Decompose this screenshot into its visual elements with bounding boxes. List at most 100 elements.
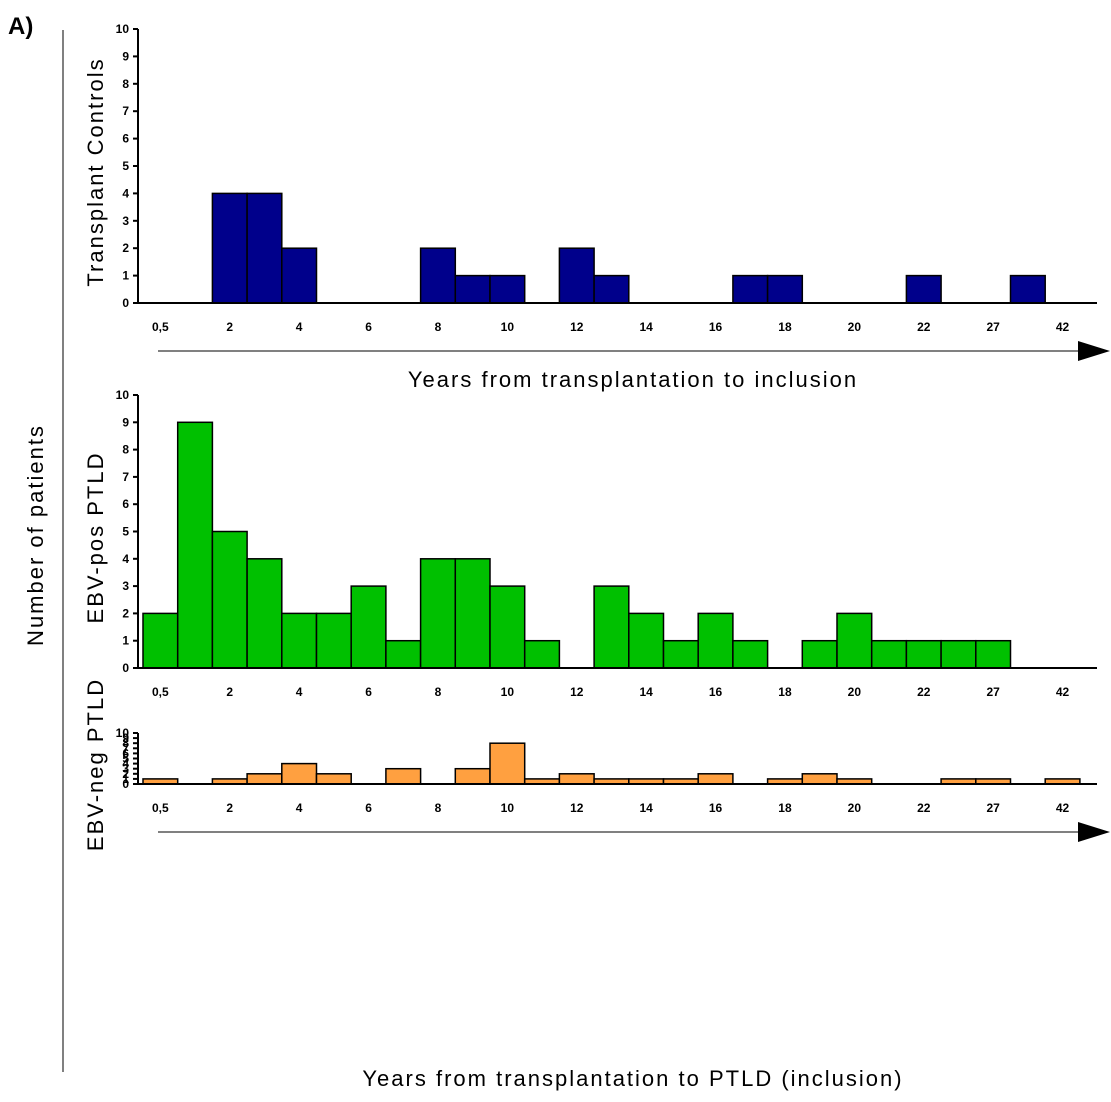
- x-tick-label-ebv-neg-ptld: 42: [1056, 801, 1070, 815]
- x-tick-label-transplant-controls: 42: [1056, 320, 1070, 334]
- bar-ebv-neg-ptld: [558, 773, 595, 785]
- bar-ebv-neg-ptld: [454, 767, 491, 785]
- bar-ebv-neg-ptld: [281, 762, 318, 785]
- bar-transplant-controls: [281, 247, 318, 304]
- x-tick-label-transplant-controls: 8: [435, 320, 442, 334]
- bar-ebv-pos-ptld: [975, 639, 1012, 669]
- bar-ebv-pos-ptld: [836, 612, 873, 669]
- bar-ebv-neg-ptld: [801, 773, 838, 785]
- bar-ebv-pos-ptld: [315, 612, 352, 669]
- bar-transplant-controls: [246, 192, 283, 304]
- y-tick-label-ebv-pos-ptld: 5: [122, 525, 129, 539]
- y-tick-label-transplant-controls: 4: [122, 186, 129, 200]
- y-tick-label-ebv-neg-ptld: 3: [122, 762, 129, 776]
- y-tick-label-ebv-neg-ptld: 4: [122, 757, 129, 771]
- x-tick-label-transplant-controls: 20: [848, 320, 862, 334]
- bar-ebv-pos-ptld: [801, 639, 838, 669]
- bar-transplant-controls: [454, 274, 491, 304]
- x-tick-label-transplant-controls: 16: [709, 320, 723, 334]
- bar-ebv-neg-ptld: [246, 773, 283, 785]
- bar-ebv-pos-ptld: [246, 558, 283, 669]
- x-tick-label-ebv-pos-ptld: 0,5: [152, 685, 169, 699]
- bar-ebv-pos-ptld: [176, 421, 214, 669]
- x-tick-label-ebv-neg-ptld: 6: [365, 801, 372, 815]
- x-tick-label-ebv-neg-ptld: 22: [917, 801, 931, 815]
- x-tick-label-ebv-pos-ptld: 4: [296, 685, 303, 699]
- y-tick-label-transplant-controls: 2: [122, 241, 129, 255]
- x-tick-label-ebv-neg-ptld: 12: [570, 801, 584, 815]
- bar-transplant-controls: [211, 192, 248, 304]
- x-tick-label-ebv-neg-ptld: 18: [778, 801, 792, 815]
- y-tick-label-ebv-neg-ptld: 9: [122, 731, 129, 745]
- xlabel-transplant-controls: Years from transplantation to inclusion: [408, 367, 858, 392]
- ylabel-transplant-controls: Transplant Controls: [83, 57, 108, 286]
- x-tick-label-transplant-controls: 14: [639, 320, 653, 334]
- bar-ebv-pos-ptld: [142, 612, 179, 669]
- x-tick-label-transplant-controls: 12: [570, 320, 584, 334]
- bar-transplant-controls: [1009, 274, 1046, 304]
- y-tick-label-transplant-controls: 7: [122, 104, 129, 118]
- bar-transplant-controls: [419, 247, 457, 304]
- chart-ebv-neg-ptld: EBV-neg PTLD Years from transplantation …: [83, 678, 1110, 1091]
- bar-ebv-pos-ptld: [419, 558, 457, 669]
- bar-transplant-controls: [593, 274, 630, 304]
- x-tick-label-transplant-controls: 10: [501, 320, 515, 334]
- x-tick-label-transplant-controls: 18: [778, 320, 792, 334]
- y-tick-label-ebv-neg-ptld: 10: [116, 726, 130, 740]
- x-tick-label-transplant-controls: 2: [226, 320, 233, 334]
- x-tick-label-ebv-neg-ptld: 27: [986, 801, 1000, 815]
- bar-ebv-neg-ptld: [489, 742, 526, 785]
- y-tick-label-ebv-pos-ptld: 1: [122, 634, 129, 648]
- bar-ebv-pos-ptld: [870, 639, 908, 669]
- x-tick-label-ebv-pos-ptld: 27: [986, 685, 1000, 699]
- bar-ebv-pos-ptld: [593, 585, 630, 669]
- y-tick-label-ebv-pos-ptld: 8: [122, 443, 129, 457]
- bar-ebv-pos-ptld: [211, 530, 248, 669]
- bar-transplant-controls: [558, 247, 595, 304]
- xlabel-ebv-neg-ptld: Years from transplantation to PTLD (incl…: [362, 1066, 903, 1091]
- x-tick-label-ebv-neg-ptld: 2: [226, 801, 233, 815]
- y-tick-label-ebv-neg-ptld: 6: [122, 746, 129, 760]
- x-tick-label-ebv-pos-ptld: 8: [435, 685, 442, 699]
- bar-ebv-pos-ptld: [385, 639, 422, 669]
- bar-ebv-pos-ptld: [732, 639, 769, 669]
- bar-ebv-pos-ptld: [454, 558, 491, 669]
- x-tick-label-ebv-neg-ptld: 10: [501, 801, 515, 815]
- y-tick-label-transplant-controls: 3: [122, 214, 129, 228]
- bar-ebv-pos-ptld: [489, 585, 526, 669]
- x-tick-label-transplant-controls: 27: [986, 320, 1000, 334]
- bar-ebv-pos-ptld: [905, 639, 942, 669]
- bar-ebv-pos-ptld: [523, 639, 561, 669]
- y-tick-label-ebv-neg-ptld: 5: [122, 752, 129, 766]
- y-tick-label-ebv-pos-ptld: 2: [122, 606, 129, 620]
- y-tick-label-ebv-neg-ptld: 0: [122, 777, 129, 791]
- y-tick-label-ebv-neg-ptld: 2: [122, 767, 129, 781]
- bar-transplant-controls: [732, 274, 769, 304]
- chart-transplant-controls: Transplant Controls Years from transplan…: [83, 22, 1110, 392]
- bar-ebv-pos-ptld: [940, 639, 977, 669]
- bar-ebv-pos-ptld: [662, 639, 699, 669]
- shared-ylabel-gap: [26, 410, 56, 660]
- ylabel-ebv-neg-ptld: EBV-neg PTLD: [83, 678, 108, 851]
- x-tick-label-ebv-pos-ptld: 2: [226, 685, 233, 699]
- x-tick-label-ebv-neg-ptld: 0,5: [152, 801, 169, 815]
- y-tick-label-transplant-controls: 8: [122, 77, 129, 91]
- y-tick-label-transplant-controls: 5: [122, 159, 129, 173]
- y-tick-label-transplant-controls: 6: [122, 132, 129, 146]
- x-tick-label-ebv-pos-ptld: 12: [570, 685, 584, 699]
- y-tick-label-transplant-controls: 0: [122, 296, 129, 310]
- y-tick-label-ebv-pos-ptld: 3: [122, 579, 129, 593]
- x-tick-label-transplant-controls: 6: [365, 320, 372, 334]
- x-tick-label-ebv-pos-ptld: 18: [778, 685, 792, 699]
- y-tick-label-transplant-controls: 9: [122, 49, 129, 63]
- y-tick-label-ebv-pos-ptld: 4: [122, 552, 129, 566]
- x-tick-label-ebv-pos-ptld: 10: [501, 685, 515, 699]
- x-tick-label-ebv-neg-ptld: 14: [639, 801, 653, 815]
- bar-transplant-controls: [489, 274, 526, 304]
- x-tick-label-ebv-pos-ptld: 6: [365, 685, 372, 699]
- x-tick-label-transplant-controls: 22: [917, 320, 931, 334]
- bar-ebv-pos-ptld: [350, 585, 387, 669]
- x-tick-label-ebv-pos-ptld: 42: [1056, 685, 1070, 699]
